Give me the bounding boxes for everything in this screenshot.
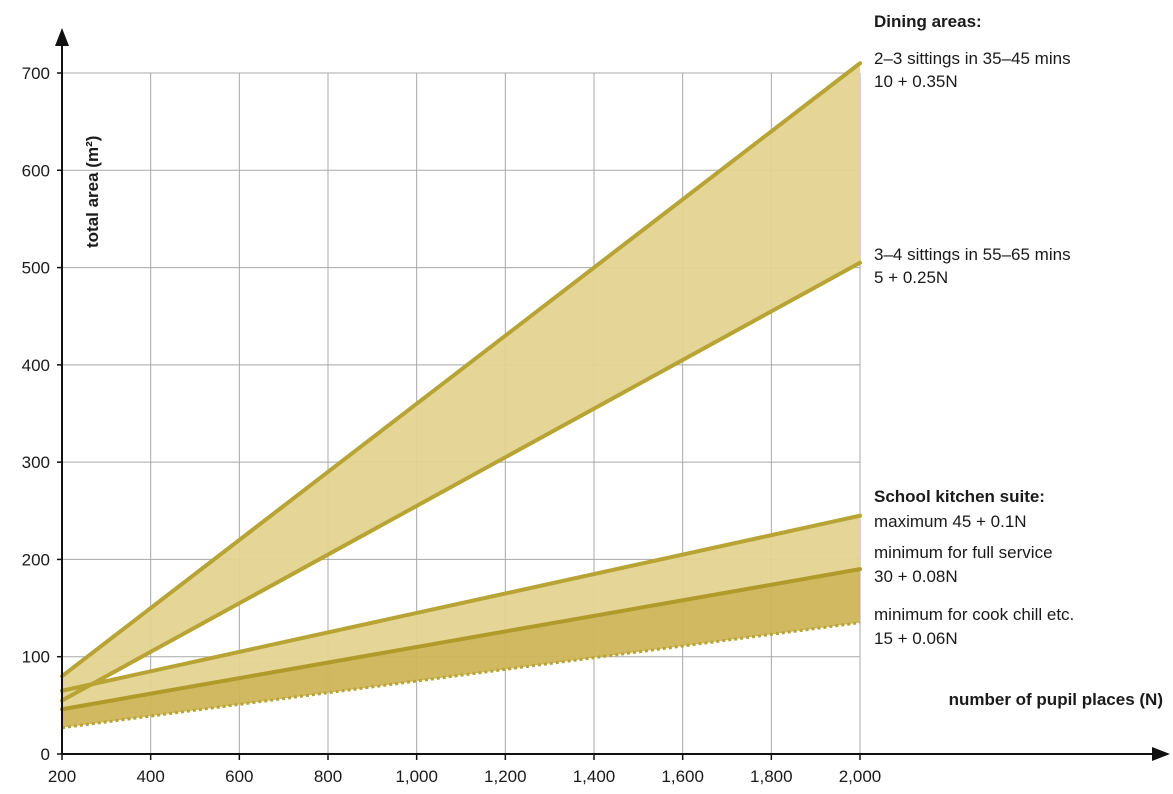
series-lines — [60, 61, 862, 730]
x-tick-label-600: 600 — [225, 767, 253, 786]
kitchen-chill-formula: 15 + 0.06N — [874, 629, 958, 648]
band-2 — [62, 569, 860, 728]
x-axis-title: number of pupil places (N) — [949, 690, 1163, 709]
series-line-2 — [60, 513, 862, 693]
dining-2-formula: 5 + 0.25N — [874, 268, 948, 287]
dining-header: Dining areas: — [874, 12, 982, 31]
x-tick-label-400: 400 — [136, 767, 164, 786]
y-tick-label-200: 200 — [22, 550, 50, 569]
kitchen-chill-label: minimum for cook chill etc. — [874, 605, 1074, 624]
kitchen-full-label: minimum for full service — [874, 543, 1053, 562]
x-tick-label-1800: 1,800 — [750, 767, 793, 786]
dining-1-formula: 10 + 0.35N — [874, 72, 958, 91]
axes — [55, 28, 1170, 761]
y-tick-label-700: 700 — [22, 64, 50, 83]
y-axis-title: total area (m²) — [83, 136, 102, 248]
y-tick-label-0: 0 — [41, 745, 50, 764]
y-tick-label-500: 500 — [22, 259, 50, 278]
x-tick-label-1400: 1,400 — [573, 767, 616, 786]
y-tick-label-100: 100 — [22, 648, 50, 667]
y-tick-label-400: 400 — [22, 356, 50, 375]
tick-labels: 0 100 200 300 400 500 600 700 200 400 600 800 1,000 1… — [22, 64, 882, 786]
bands — [62, 63, 860, 728]
x-tick-label-1000: 1,000 — [395, 767, 438, 786]
x-tick-label-1200: 1,200 — [484, 767, 527, 786]
dining-2-label: 3–4 sittings in 55–65 mins — [874, 245, 1071, 264]
x-tick-label-2000: 2,000 — [839, 767, 882, 786]
band-1 — [62, 515, 860, 710]
kitchen-max-label: maximum 45 + 0.1N — [874, 512, 1027, 531]
dining-1-label: 2–3 sittings in 35–45 mins — [874, 49, 1071, 68]
x-tick-label-1600: 1,600 — [661, 767, 704, 786]
y-tick-label-300: 300 — [22, 453, 50, 472]
x-axis-arrow — [1152, 747, 1170, 761]
series-line-0 — [60, 61, 862, 679]
y-tick-label-600: 600 — [22, 161, 50, 180]
x-tick-label-800: 800 — [314, 767, 342, 786]
band-0 — [62, 63, 860, 701]
x-tick-label-200: 200 — [48, 767, 76, 786]
annotations: Dining areas: 2–3 sittings in 35–45 mins… — [874, 12, 1074, 648]
kitchen-header: School kitchen suite: — [874, 487, 1045, 506]
kitchen-full-formula: 30 + 0.08N — [874, 567, 958, 586]
series-line-4 — [61, 621, 861, 730]
series-line-1 — [60, 260, 862, 703]
series-line-3 — [60, 567, 862, 712]
y-axis-arrow — [55, 28, 69, 46]
